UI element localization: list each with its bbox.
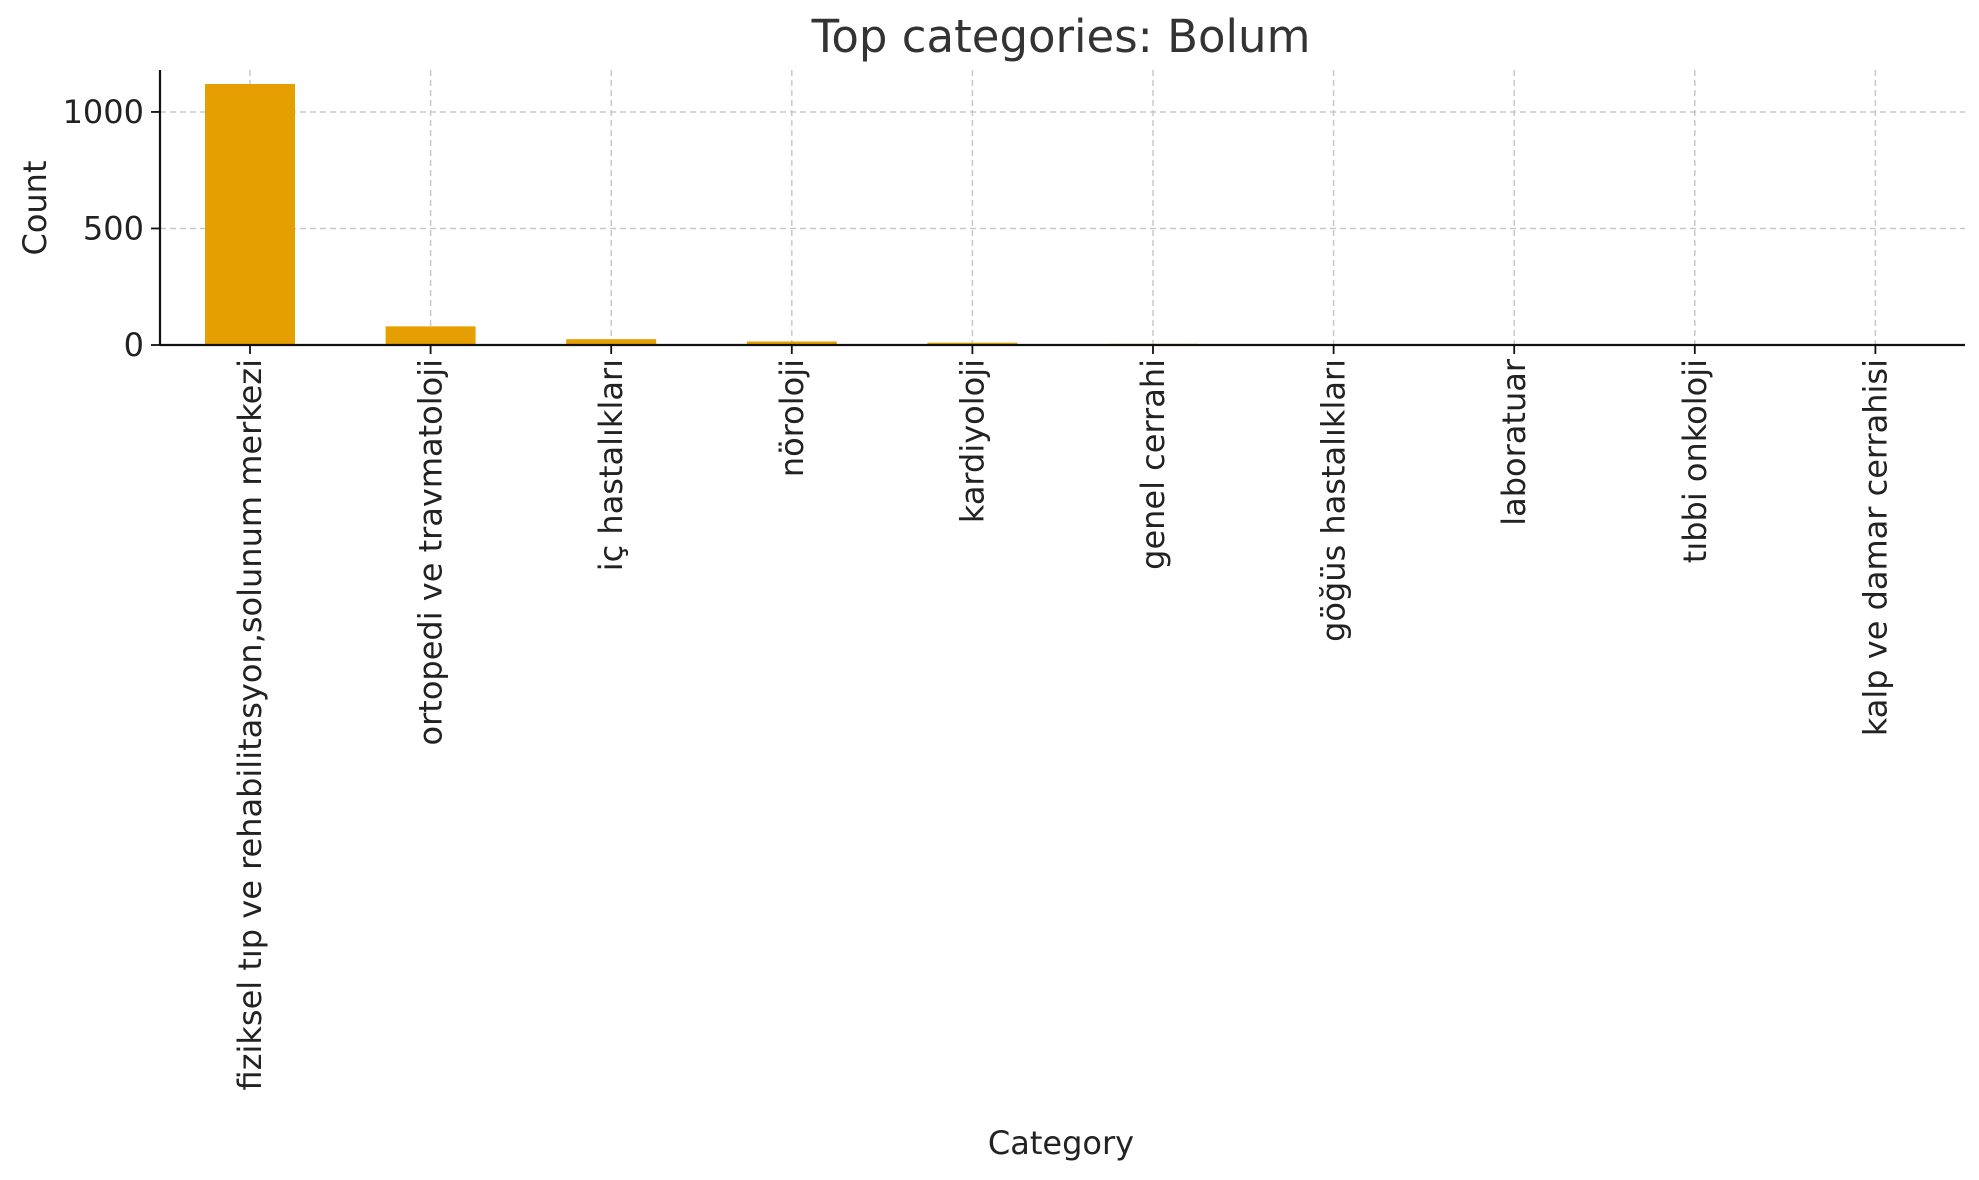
grid-lines [160,70,1965,345]
y-tick-label: 500 [83,209,144,247]
axes [158,70,1965,347]
x-tick-label: kardiyoloji [953,359,991,523]
y-tick-label: 0 [124,326,144,364]
x-tick-label: ortopedi ve travmatoloji [412,359,450,745]
x-tick-label: göğüs hastalıkları [1315,359,1353,642]
x-tick-label: iç hastalıkları [592,359,630,571]
y-ticks: 0 500 1000 [63,93,160,364]
bar [746,341,837,345]
bar [927,342,1018,345]
x-tick-label: nöroloji [773,359,811,477]
x-tick-label: tıbbi onkoloji [1676,359,1714,563]
x-tick-label: genel cerrahi [1134,359,1172,570]
x-tick-label: fiziksel tıp ve rehabilitasyon,solunum m… [231,359,269,1090]
bar [385,326,476,345]
x-tick-label: laboratuar [1495,358,1533,526]
bar [205,83,295,346]
bar [566,339,657,345]
bars [205,83,1921,346]
x-axis-label: Category [988,1124,1134,1162]
y-tick-label: 1000 [63,93,144,131]
y-axis-label: Count [16,160,54,255]
x-tick-label: kalp ve damar cerrahisi [1856,359,1894,736]
x-ticks: fiziksel tıp ve rehabilitasyon,solunum m… [231,345,1894,1090]
chart-title: Top categories: Bolum [811,10,1311,63]
